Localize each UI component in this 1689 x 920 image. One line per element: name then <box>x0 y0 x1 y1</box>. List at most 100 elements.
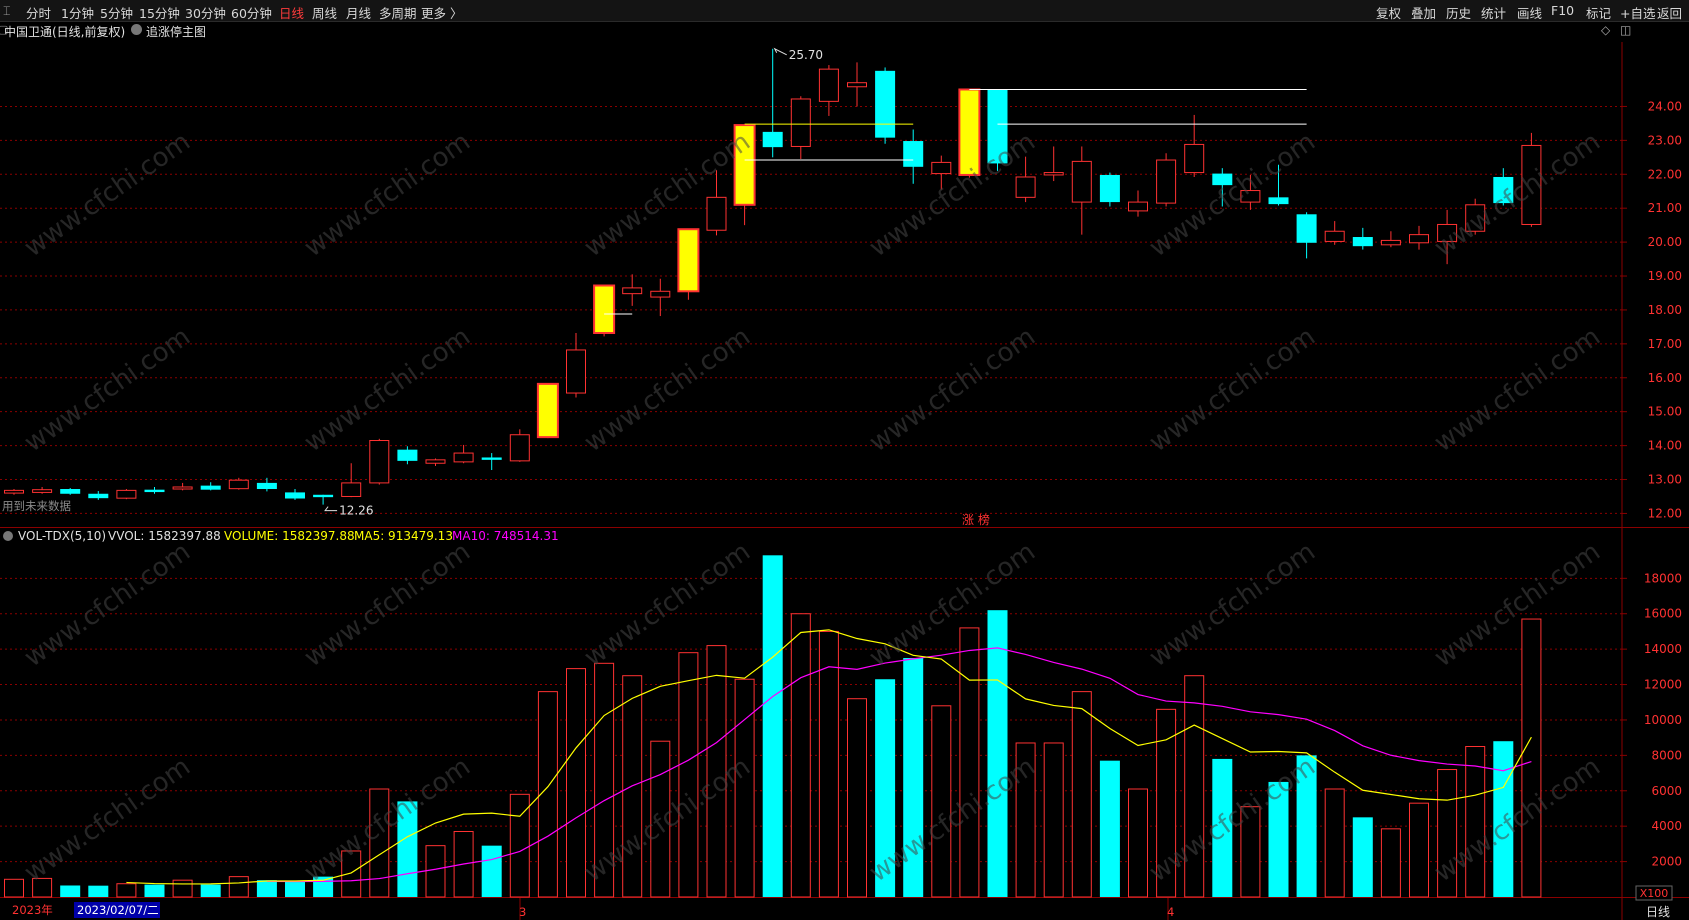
candle-up[interactable] <box>228 479 249 490</box>
period-tab-1[interactable]: 1分钟 <box>61 6 94 21</box>
candle-up[interactable] <box>650 290 671 298</box>
toolbar-button-2[interactable]: 历史 <box>1446 6 1472 21</box>
volume-bar-down[interactable] <box>762 555 783 897</box>
collapse-icon[interactable]: ▢ <box>0 23 9 36</box>
volume-bar-down[interactable] <box>256 880 277 897</box>
volume-bar-down[interactable] <box>1493 741 1514 897</box>
menu-icon[interactable]: ⌶ <box>3 3 11 18</box>
candle-up[interactable] <box>1240 190 1261 203</box>
volume-bar-up[interactable] <box>32 877 53 898</box>
period-tab-4[interactable]: 30分钟 <box>185 6 226 21</box>
candle-down[interactable] <box>397 449 418 461</box>
period-tab-2[interactable]: 5分钟 <box>100 6 133 21</box>
period-tab-9[interactable]: 多周期 <box>379 6 417 21</box>
candle-limit-up[interactable] <box>733 124 756 206</box>
candle-down[interactable] <box>762 131 783 148</box>
window-toggle-icon[interactable]: ◫ <box>1620 23 1632 37</box>
volume-bar-down[interactable] <box>1099 760 1120 897</box>
candle-up[interactable] <box>1156 159 1177 204</box>
candle-limit-up[interactable] <box>958 88 981 176</box>
toolbar-button-1[interactable]: 叠加 <box>1411 6 1437 21</box>
toolbar-button-0[interactable]: 复权 <box>1376 6 1402 21</box>
volume-bar-up[interactable] <box>847 698 867 898</box>
toolbar-button-5[interactable]: F10 <box>1551 3 1575 18</box>
candle-up[interactable] <box>1043 172 1064 176</box>
volume-bar-up[interactable] <box>341 850 362 898</box>
volume-bar-up[interactable] <box>369 788 390 898</box>
candle-up[interactable] <box>1071 160 1092 203</box>
candle-up[interactable] <box>790 98 811 147</box>
candle-up[interactable] <box>116 489 137 499</box>
candle-up[interactable] <box>4 489 24 494</box>
volume-bar-up[interactable] <box>1128 788 1148 898</box>
volume-bar-down[interactable] <box>60 885 81 897</box>
volume-bar-down[interactable] <box>88 885 109 897</box>
indicator-name[interactable]: 追涨停主图 <box>146 25 207 39</box>
volume-bar-down[interactable] <box>397 801 418 897</box>
candle-down[interactable] <box>903 141 924 167</box>
candle-up[interactable] <box>369 440 390 484</box>
period-tab-7[interactable]: 周线 <box>312 6 338 21</box>
candle-down[interactable] <box>481 457 502 460</box>
volume-bar-down[interactable] <box>1268 781 1289 897</box>
volume-bar-down[interactable] <box>875 679 896 897</box>
candle-down[interactable] <box>200 485 221 490</box>
candle-down[interactable] <box>88 493 109 499</box>
toolbar-button-6[interactable]: +自选 <box>1620 6 1656 21</box>
candle-up[interactable] <box>453 452 474 463</box>
candle-down[interactable] <box>313 494 334 498</box>
toolbar-button-7[interactable]: 返回 <box>1657 6 1683 21</box>
volume-bar-up[interactable] <box>1409 802 1429 898</box>
candle-down[interactable] <box>256 482 277 490</box>
candle-up[interactable] <box>706 196 727 231</box>
toolbar-button-4[interactable]: 画线 <box>1517 6 1543 21</box>
candle-up[interactable] <box>509 434 530 462</box>
volume-bar-down[interactable] <box>987 610 1008 897</box>
toolbar-button-3[interactable]: 统计 <box>1481 6 1507 21</box>
candle-up[interactable] <box>1437 223 1458 242</box>
candle-down[interactable] <box>1493 176 1514 204</box>
volume-bar-up[interactable] <box>1324 788 1345 898</box>
volume-bar-down[interactable] <box>481 845 502 897</box>
candle-down[interactable] <box>1099 174 1120 203</box>
volume-bar-up[interactable] <box>650 740 671 898</box>
volume-bar-down[interactable] <box>903 657 924 897</box>
candle-down[interactable] <box>987 89 1008 164</box>
period-tab-5[interactable]: 60分钟 <box>231 6 272 21</box>
volume-bar-up[interactable] <box>1071 691 1092 898</box>
candle-up[interactable] <box>1409 234 1429 244</box>
volume-bar-down[interactable] <box>1352 817 1373 897</box>
period-tab-6[interactable]: 日线 <box>279 6 305 21</box>
volume-bar-up[interactable] <box>678 652 699 898</box>
volume-bar-up[interactable] <box>1380 828 1401 898</box>
indicator-toggle-icon[interactable] <box>131 24 142 35</box>
volume-bar-up[interactable] <box>1465 746 1486 898</box>
candle-down[interactable] <box>875 70 896 138</box>
candle-up[interactable] <box>931 161 952 175</box>
period-tab-8[interactable]: 月线 <box>346 6 372 21</box>
volume-bar-up[interactable] <box>790 613 811 898</box>
candle-up[interactable] <box>1128 201 1148 212</box>
volume-bar-up[interactable] <box>959 627 980 898</box>
candle-up[interactable] <box>566 349 586 394</box>
candle-down[interactable] <box>60 489 81 494</box>
volume-bar-up[interactable] <box>931 705 952 898</box>
volume-toggle-icon[interactable] <box>3 531 13 541</box>
volume-bar-up[interactable] <box>1015 742 1036 898</box>
volume-bar-up[interactable] <box>1437 769 1458 898</box>
candle-up[interactable] <box>1521 144 1542 225</box>
candle-down[interactable] <box>1352 237 1373 247</box>
candle-up[interactable] <box>847 82 867 88</box>
volume-bar-up[interactable] <box>172 879 193 898</box>
volume-bar-down[interactable] <box>1296 755 1317 897</box>
period-tab-0[interactable]: 分时 <box>26 6 52 21</box>
candle-down[interactable] <box>285 492 305 499</box>
candle-limit-up[interactable] <box>536 382 559 439</box>
candle-limit-up[interactable] <box>677 228 700 293</box>
period-tab-3[interactable]: 15分钟 <box>139 6 180 21</box>
volume-bar-down[interactable] <box>285 881 305 897</box>
diamond-icon[interactable]: ◇ <box>1601 23 1611 37</box>
volume-bar-up[interactable] <box>594 662 615 898</box>
volume-bar-up[interactable] <box>1043 742 1064 898</box>
